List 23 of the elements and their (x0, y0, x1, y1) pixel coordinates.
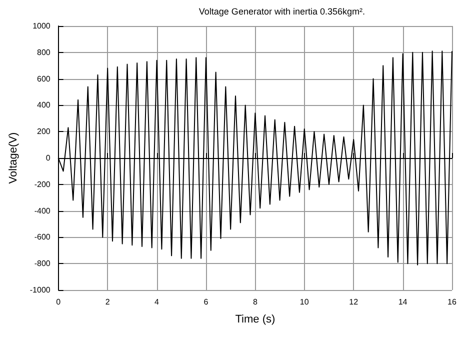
x-tick-label: 0 (56, 298, 62, 306)
y-tick-label: 1000 (32, 22, 51, 30)
y-tick-label: -400 (34, 206, 51, 216)
x-tick-label: 4 (154, 298, 160, 306)
x-tick-label: 16 (448, 298, 457, 306)
y-tick-label: 400 (37, 100, 51, 110)
x-tick-label: 8 (252, 298, 258, 306)
x-tick-label: 6 (204, 298, 209, 306)
y-tick-label: 200 (37, 127, 51, 136)
x-tick-label: 12 (349, 298, 359, 306)
y-tick-label: -800 (34, 259, 51, 268)
y-tick-label: -200 (34, 180, 51, 189)
y-tick-label: 800 (37, 48, 51, 57)
y-axis-title: Voltage(V) (8, 132, 20, 184)
y-tick-label: 0 (46, 154, 51, 162)
y-tick-label: -600 (34, 232, 51, 242)
x-axis-title: Time (s) (235, 314, 276, 326)
x-tick-label: 14 (398, 298, 408, 306)
y-tick-label: 600 (37, 74, 51, 84)
y-tick-label: -1000 (30, 286, 51, 294)
x-tick-label: 10 (300, 298, 310, 306)
x-tick-label: 2 (105, 298, 110, 306)
chart-title: Voltage Generator with inertia 0.356kgm². (198, 6, 365, 16)
